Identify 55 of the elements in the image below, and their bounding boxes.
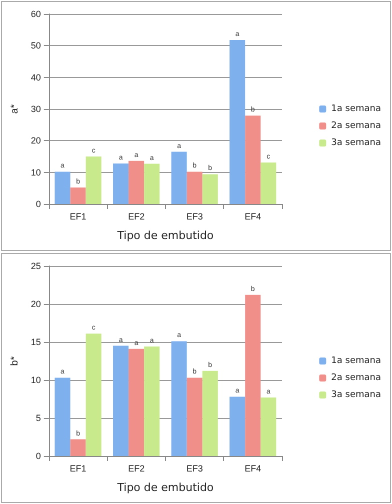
x-tick-label: EF3 [186, 464, 203, 474]
bar [70, 188, 86, 204]
y-tick-label: 15 [30, 337, 41, 347]
legend-label: 3a semana [331, 390, 382, 400]
bar [230, 396, 246, 456]
bar [70, 439, 86, 456]
x-tick-label: EF2 [128, 464, 145, 474]
bar [202, 370, 218, 456]
bar [54, 172, 70, 204]
bar [54, 378, 70, 456]
bar [260, 397, 276, 456]
bar [186, 378, 202, 456]
bar [128, 160, 144, 204]
bar [144, 164, 160, 204]
bar [128, 348, 144, 456]
bar [144, 346, 160, 456]
legend-label: 3a semana [331, 138, 382, 148]
bar [245, 294, 261, 456]
y-axis-title: b* [10, 356, 20, 366]
x-tick-label: EF1 [70, 212, 86, 222]
bar [113, 346, 129, 456]
bar [171, 152, 187, 204]
y-axis-title: a* [10, 104, 20, 114]
y-tick-label: 0 [36, 199, 41, 209]
y-tick-label: 30 [30, 104, 41, 114]
x-tick-label: EF4 [244, 212, 262, 222]
legend-label: 2a semana [331, 373, 382, 383]
bar [171, 341, 187, 456]
legend-label: 2a semana [331, 121, 382, 131]
x-tick-label: EF1 [70, 464, 86, 474]
bar [113, 163, 129, 204]
y-tick-label: 10 [30, 375, 41, 385]
y-tick-label: 20 [30, 299, 41, 309]
legend-label: 1a semana [331, 356, 382, 366]
x-tick-label: EF3 [186, 212, 203, 222]
y-tick-label: 25 [30, 261, 41, 271]
bar [260, 162, 276, 204]
bar [186, 172, 202, 204]
y-tick-label: 60 [30, 9, 41, 19]
bar [202, 174, 218, 204]
legend-label: 1a semana [331, 104, 382, 114]
y-tick-label: 5 [36, 413, 41, 423]
bar [245, 116, 261, 204]
bar [230, 40, 246, 204]
bar [86, 334, 102, 456]
y-tick-label: 10 [30, 167, 41, 178]
x-axis-title: Tipo de embutido [116, 481, 214, 494]
y-tick-label: 50 [30, 40, 41, 51]
x-axis-title: Tipo de embutido [116, 229, 214, 242]
y-tick-label: 20 [30, 136, 41, 146]
y-tick-label: 40 [30, 72, 41, 82]
x-tick-label: EF4 [244, 464, 262, 474]
bar [86, 156, 102, 204]
x-tick-label: EF2 [128, 212, 145, 222]
y-tick-label: 0 [36, 451, 41, 461]
